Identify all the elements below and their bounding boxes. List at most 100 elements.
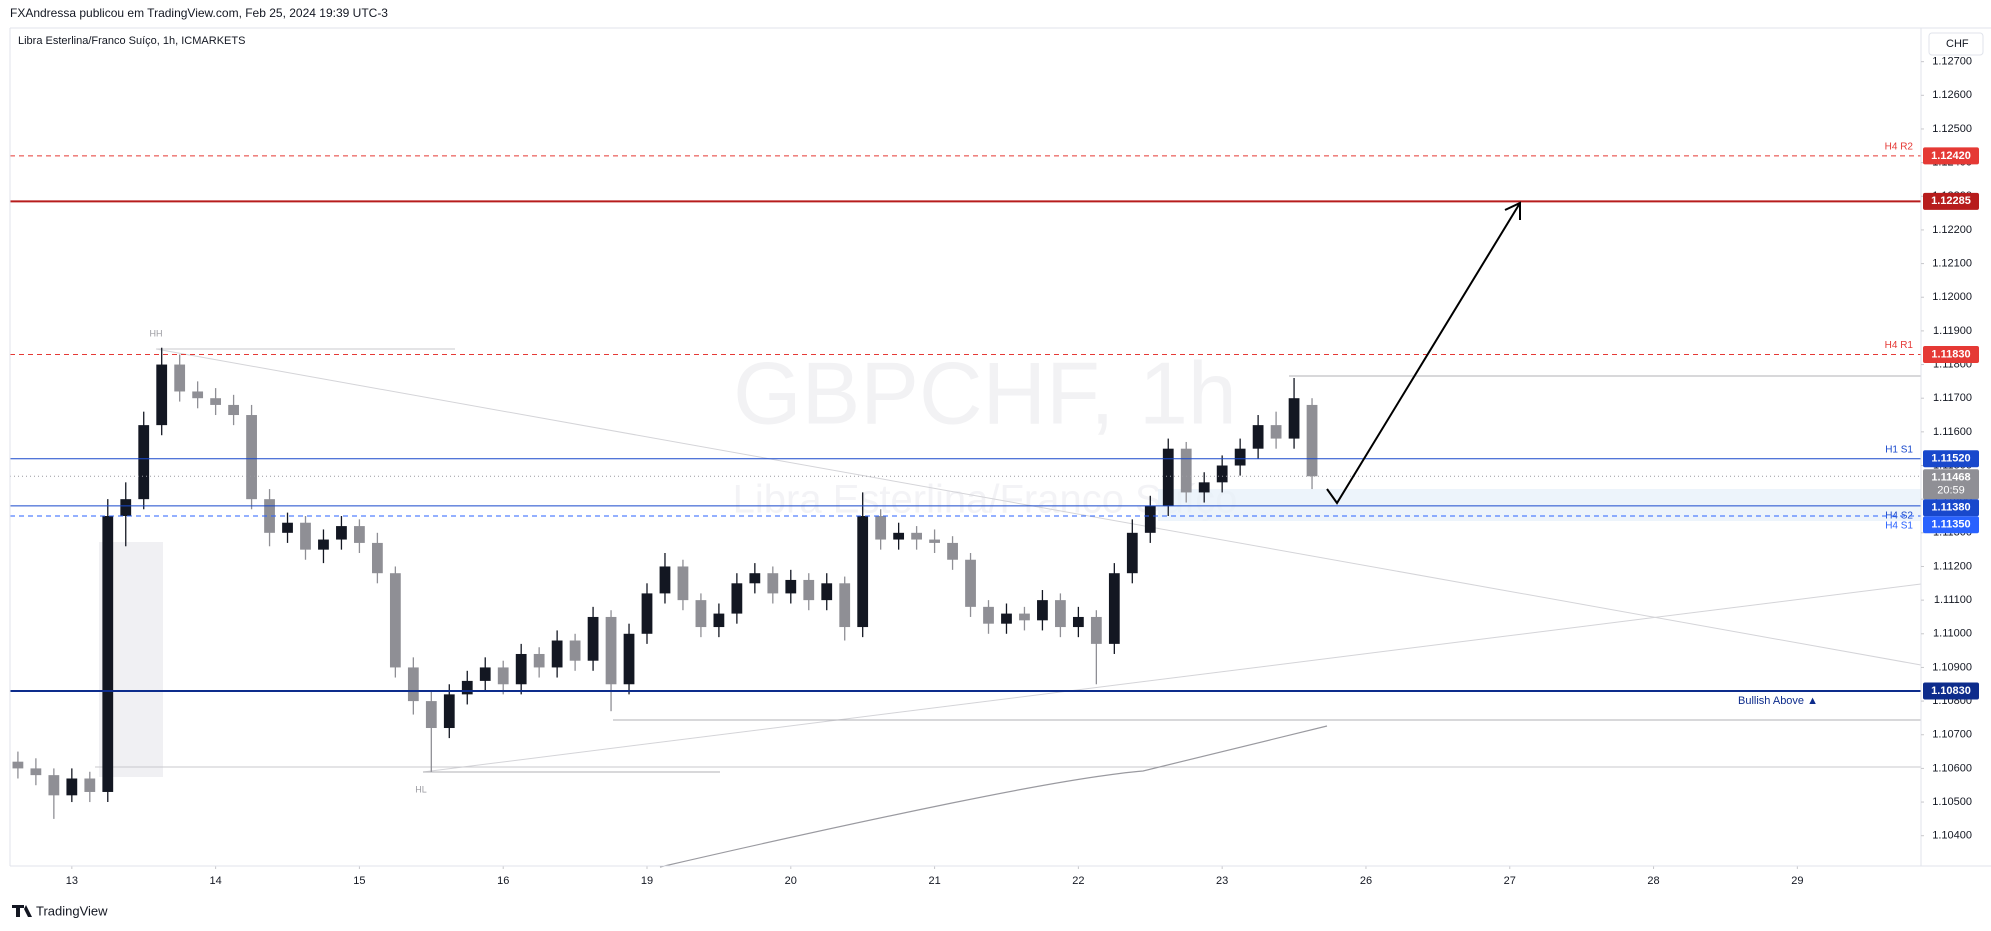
x-tick-label: 19 bbox=[641, 875, 653, 887]
candle-body bbox=[174, 364, 186, 392]
candle-body bbox=[461, 680, 473, 695]
candle-body bbox=[497, 667, 509, 685]
y-tick-label: 1.10500 bbox=[1932, 796, 1972, 808]
candle-body bbox=[12, 761, 24, 769]
candle-body bbox=[857, 515, 869, 628]
candle-body bbox=[641, 593, 653, 634]
price-label: 1.11830 bbox=[1931, 348, 1970, 360]
y-tick-label: 1.12200 bbox=[1932, 224, 1972, 236]
candle-body bbox=[785, 579, 797, 594]
candle-body bbox=[1019, 613, 1030, 621]
candle-body bbox=[1216, 465, 1228, 483]
level-label: Bullish Above ▲ bbox=[1738, 695, 1818, 707]
x-tick-label: 27 bbox=[1504, 875, 1516, 887]
candle-body bbox=[983, 606, 994, 624]
y-tick-label: 1.11900 bbox=[1933, 325, 1972, 337]
candle-body bbox=[120, 499, 132, 516]
price-label: 20:59 bbox=[1937, 485, 1965, 497]
x-tick-label: 13 bbox=[66, 875, 78, 887]
price-label: 1.10830 bbox=[1931, 685, 1971, 697]
candle-body bbox=[659, 566, 671, 594]
annotation: HL bbox=[415, 784, 427, 794]
candle-body bbox=[623, 633, 635, 685]
candle-body bbox=[336, 526, 347, 540]
price-label: 1.12285 bbox=[1931, 195, 1971, 207]
candle-body bbox=[767, 573, 779, 594]
candle-body bbox=[965, 559, 976, 607]
candle-body bbox=[533, 653, 545, 668]
candle-body bbox=[138, 425, 150, 500]
price-label-box bbox=[1923, 516, 1979, 534]
price-label-box bbox=[1923, 682, 1979, 700]
price-label-box bbox=[1923, 469, 1979, 500]
candle-body bbox=[84, 778, 96, 792]
candle-body bbox=[1180, 448, 1192, 493]
y-tick-label: 1.12000 bbox=[1932, 291, 1972, 303]
y-tick-label: 1.12600 bbox=[1932, 89, 1972, 101]
candle-body bbox=[228, 404, 239, 416]
candle-body bbox=[1144, 505, 1156, 533]
y-tick-label: 1.11000 bbox=[1933, 628, 1972, 640]
candle-body bbox=[425, 701, 437, 729]
candle-body bbox=[264, 499, 275, 533]
x-tick-label: 20 bbox=[785, 875, 797, 887]
candle-body bbox=[246, 415, 257, 500]
candle-body bbox=[839, 583, 851, 628]
candle-body bbox=[713, 613, 725, 628]
x-tick-label: 28 bbox=[1647, 875, 1659, 887]
candle-body bbox=[821, 583, 833, 601]
candle-body bbox=[407, 667, 419, 702]
plot: 13 14 15 16 19 20 21 22 23 26 27 28 29 H4 R2 H4 R1 H1 S… bbox=[10, 142, 1921, 887]
candle-body bbox=[569, 640, 581, 661]
candle-body bbox=[731, 583, 743, 614]
watermark: GBPCHF, 1h bbox=[733, 343, 1237, 442]
candle-body bbox=[1108, 573, 1120, 644]
x-tick-label: 21 bbox=[928, 875, 940, 887]
candle-body bbox=[1126, 532, 1138, 574]
trendline bbox=[155, 348, 1922, 666]
candle-body bbox=[1090, 616, 1102, 644]
candle-body bbox=[282, 522, 293, 533]
price-label: 1.11350 bbox=[1931, 519, 1970, 531]
y-tick-label: 1.10900 bbox=[1932, 661, 1972, 673]
price-label: 1.11520 bbox=[1931, 453, 1970, 465]
price-label-box bbox=[1923, 147, 1979, 165]
y-tick-label: 1.10600 bbox=[1932, 762, 1972, 774]
candle-body bbox=[300, 522, 311, 550]
candle-body bbox=[803, 579, 815, 601]
x-tick-label: 22 bbox=[1072, 875, 1084, 887]
candle-body bbox=[875, 515, 887, 540]
moving-average bbox=[659, 725, 1328, 868]
candle-body bbox=[1288, 398, 1300, 439]
y-tick-label: 1.11700 bbox=[1933, 392, 1972, 404]
candle-body bbox=[210, 398, 222, 405]
x-tick-label: 15 bbox=[353, 875, 365, 887]
candle-body bbox=[30, 768, 42, 776]
price-label: 1.11468 bbox=[1931, 472, 1970, 484]
price-label: 1.12420 bbox=[1931, 150, 1971, 162]
price-label: 1.11380 bbox=[1931, 502, 1970, 514]
candle-body bbox=[1055, 600, 1066, 628]
x-tick-label: 14 bbox=[209, 875, 221, 887]
logo bbox=[12, 905, 32, 917]
candle-body bbox=[515, 653, 527, 685]
candle-body bbox=[371, 542, 383, 574]
candle-body bbox=[102, 515, 114, 792]
candle-body bbox=[587, 616, 599, 661]
candle-body bbox=[318, 539, 329, 550]
y-tick-label: 1.10400 bbox=[1932, 830, 1972, 842]
arrow bbox=[1326, 201, 1521, 505]
y-tick-label: 1.11600 bbox=[1933, 426, 1972, 438]
level-label: H4 S1 bbox=[1885, 521, 1913, 532]
price-label-box bbox=[1923, 345, 1979, 363]
x-tick-label: 26 bbox=[1360, 875, 1372, 887]
x-tick-label: 29 bbox=[1791, 875, 1803, 887]
candle-body bbox=[911, 532, 923, 540]
candle-body bbox=[893, 532, 905, 540]
level-label: H4 S2 bbox=[1885, 511, 1913, 522]
level-label: H1 S1 bbox=[1885, 444, 1913, 455]
candle-body bbox=[551, 640, 563, 668]
